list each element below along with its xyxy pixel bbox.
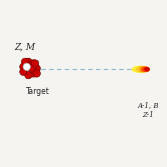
Ellipse shape (132, 66, 148, 72)
Text: Target: Target (26, 87, 50, 96)
Circle shape (30, 60, 37, 67)
Text: Z, M: Z, M (14, 42, 35, 51)
Ellipse shape (137, 67, 149, 72)
Circle shape (25, 58, 32, 65)
Circle shape (33, 70, 40, 77)
Ellipse shape (145, 68, 149, 71)
Circle shape (33, 65, 40, 72)
Text: Z-1: Z-1 (142, 111, 154, 119)
Circle shape (31, 60, 39, 67)
Circle shape (20, 63, 27, 70)
Circle shape (21, 58, 29, 65)
Circle shape (30, 70, 37, 77)
Text: A-1, B: A-1, B (137, 101, 158, 109)
Circle shape (23, 63, 30, 70)
Circle shape (25, 71, 32, 79)
Circle shape (20, 68, 27, 75)
Circle shape (28, 65, 35, 72)
Ellipse shape (140, 67, 149, 71)
Ellipse shape (143, 67, 149, 71)
